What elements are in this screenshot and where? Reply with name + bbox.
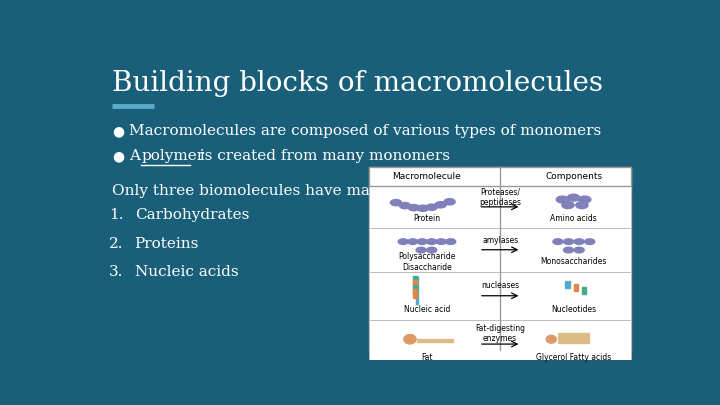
Bar bbox=[413, 280, 417, 289]
Circle shape bbox=[564, 239, 574, 245]
Text: Building blocks of macromolecules: Building blocks of macromolecules bbox=[112, 70, 603, 98]
Text: amylases: amylases bbox=[482, 236, 518, 245]
Bar bbox=[369, 186, 631, 228]
Text: polymer: polymer bbox=[141, 149, 204, 163]
Bar bbox=[558, 333, 589, 335]
Circle shape bbox=[574, 239, 584, 245]
Circle shape bbox=[553, 239, 563, 245]
Circle shape bbox=[435, 202, 446, 208]
Circle shape bbox=[416, 247, 426, 253]
Text: Polysaccharide
Disaccharide: Polysaccharide Disaccharide bbox=[398, 252, 455, 272]
Circle shape bbox=[400, 202, 410, 209]
Bar bbox=[369, 167, 631, 186]
Circle shape bbox=[417, 205, 428, 211]
Text: Components: Components bbox=[545, 172, 602, 181]
Bar bbox=[417, 339, 453, 342]
Text: Monosaccharides: Monosaccharides bbox=[541, 258, 607, 266]
Bar bbox=[558, 340, 589, 343]
Circle shape bbox=[427, 239, 437, 245]
Text: Macromolecules are composed of various types of monomers: Macromolecules are composed of various t… bbox=[129, 124, 601, 138]
Circle shape bbox=[408, 205, 420, 211]
Bar bbox=[369, 167, 631, 350]
Bar bbox=[413, 276, 417, 285]
Circle shape bbox=[408, 239, 418, 245]
Circle shape bbox=[398, 239, 408, 245]
Circle shape bbox=[427, 247, 437, 253]
Text: Amino acids: Amino acids bbox=[550, 214, 597, 223]
Bar bbox=[565, 281, 570, 288]
Circle shape bbox=[417, 239, 427, 245]
Bar bbox=[558, 337, 589, 339]
Bar bbox=[413, 285, 417, 293]
Text: ●: ● bbox=[112, 149, 125, 163]
Bar bbox=[582, 287, 586, 294]
Circle shape bbox=[562, 202, 574, 209]
Bar bbox=[574, 284, 578, 291]
Circle shape bbox=[567, 194, 580, 201]
Circle shape bbox=[444, 198, 455, 205]
Bar bbox=[369, 320, 631, 368]
Ellipse shape bbox=[546, 335, 557, 343]
Text: Only three biomolecules have macromolecules: Only three biomolecules have macromolecu… bbox=[112, 184, 472, 198]
Text: Proteins: Proteins bbox=[135, 237, 199, 251]
Text: 3.: 3. bbox=[109, 264, 124, 279]
Circle shape bbox=[426, 204, 437, 210]
Circle shape bbox=[579, 196, 591, 203]
Text: 1.: 1. bbox=[109, 209, 124, 222]
Circle shape bbox=[390, 200, 402, 206]
Text: Nucleotides: Nucleotides bbox=[551, 305, 596, 314]
Text: is created from many monomers: is created from many monomers bbox=[190, 149, 450, 163]
Bar bbox=[369, 228, 631, 272]
Ellipse shape bbox=[404, 335, 416, 344]
Text: Nucleic acid: Nucleic acid bbox=[403, 305, 450, 314]
Circle shape bbox=[564, 247, 574, 253]
Circle shape bbox=[446, 239, 456, 245]
Circle shape bbox=[436, 239, 446, 245]
Text: Protein: Protein bbox=[413, 214, 440, 223]
Text: nucleases: nucleases bbox=[481, 281, 519, 290]
Text: Nucleic acids: Nucleic acids bbox=[135, 264, 238, 279]
Circle shape bbox=[574, 247, 584, 253]
Bar bbox=[369, 272, 631, 320]
Text: Carbohydrates: Carbohydrates bbox=[135, 209, 249, 222]
Text: Glycerol Fatty acids: Glycerol Fatty acids bbox=[536, 353, 611, 362]
Circle shape bbox=[585, 239, 595, 245]
Text: Macromolecule: Macromolecule bbox=[392, 172, 461, 181]
Text: 2.: 2. bbox=[109, 237, 124, 251]
Text: Proteases/
peptidases: Proteases/ peptidases bbox=[479, 188, 521, 207]
Text: ●: ● bbox=[112, 124, 125, 138]
Circle shape bbox=[557, 196, 569, 203]
Circle shape bbox=[576, 202, 588, 209]
Text: Fat-digesting
enzymes: Fat-digesting enzymes bbox=[475, 324, 525, 343]
Text: Fat: Fat bbox=[421, 353, 433, 362]
Text: A: A bbox=[129, 149, 145, 163]
Bar bbox=[413, 289, 417, 298]
